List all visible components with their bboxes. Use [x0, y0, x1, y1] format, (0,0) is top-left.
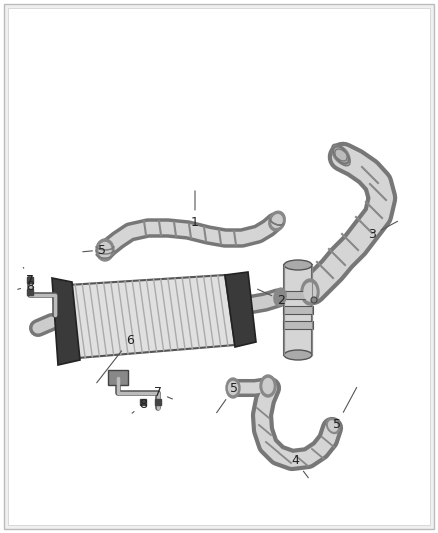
Polygon shape	[68, 275, 235, 358]
Text: 4: 4	[291, 454, 308, 478]
Text: 5: 5	[83, 244, 106, 256]
Bar	[108, 370, 128, 385]
Bar	[284, 265, 312, 355]
Text: 8: 8	[18, 279, 34, 293]
Ellipse shape	[284, 260, 312, 270]
Text: 7: 7	[23, 268, 34, 287]
Text: 5: 5	[217, 382, 238, 413]
Ellipse shape	[229, 382, 237, 394]
Text: 5: 5	[333, 387, 357, 431]
Ellipse shape	[311, 297, 317, 303]
Text: 3: 3	[368, 221, 398, 241]
Ellipse shape	[274, 288, 286, 306]
Bar	[283, 321, 313, 329]
Ellipse shape	[326, 418, 339, 433]
Text: 2: 2	[258, 289, 285, 306]
Bar	[283, 291, 313, 299]
Ellipse shape	[263, 378, 273, 393]
Ellipse shape	[269, 211, 285, 231]
Text: 7: 7	[154, 386, 173, 400]
Text: 1: 1	[191, 191, 199, 229]
Ellipse shape	[304, 283, 316, 301]
Ellipse shape	[284, 350, 312, 360]
Text: 6: 6	[97, 334, 134, 383]
Ellipse shape	[272, 215, 282, 228]
Ellipse shape	[226, 378, 240, 398]
Polygon shape	[225, 272, 256, 347]
Polygon shape	[52, 278, 80, 365]
Ellipse shape	[99, 243, 111, 257]
Ellipse shape	[301, 279, 319, 305]
Text: 8: 8	[132, 398, 147, 413]
Ellipse shape	[335, 148, 347, 162]
Ellipse shape	[96, 239, 114, 261]
Ellipse shape	[332, 146, 350, 165]
Bar	[283, 306, 313, 314]
Ellipse shape	[328, 421, 337, 431]
Ellipse shape	[260, 375, 276, 397]
